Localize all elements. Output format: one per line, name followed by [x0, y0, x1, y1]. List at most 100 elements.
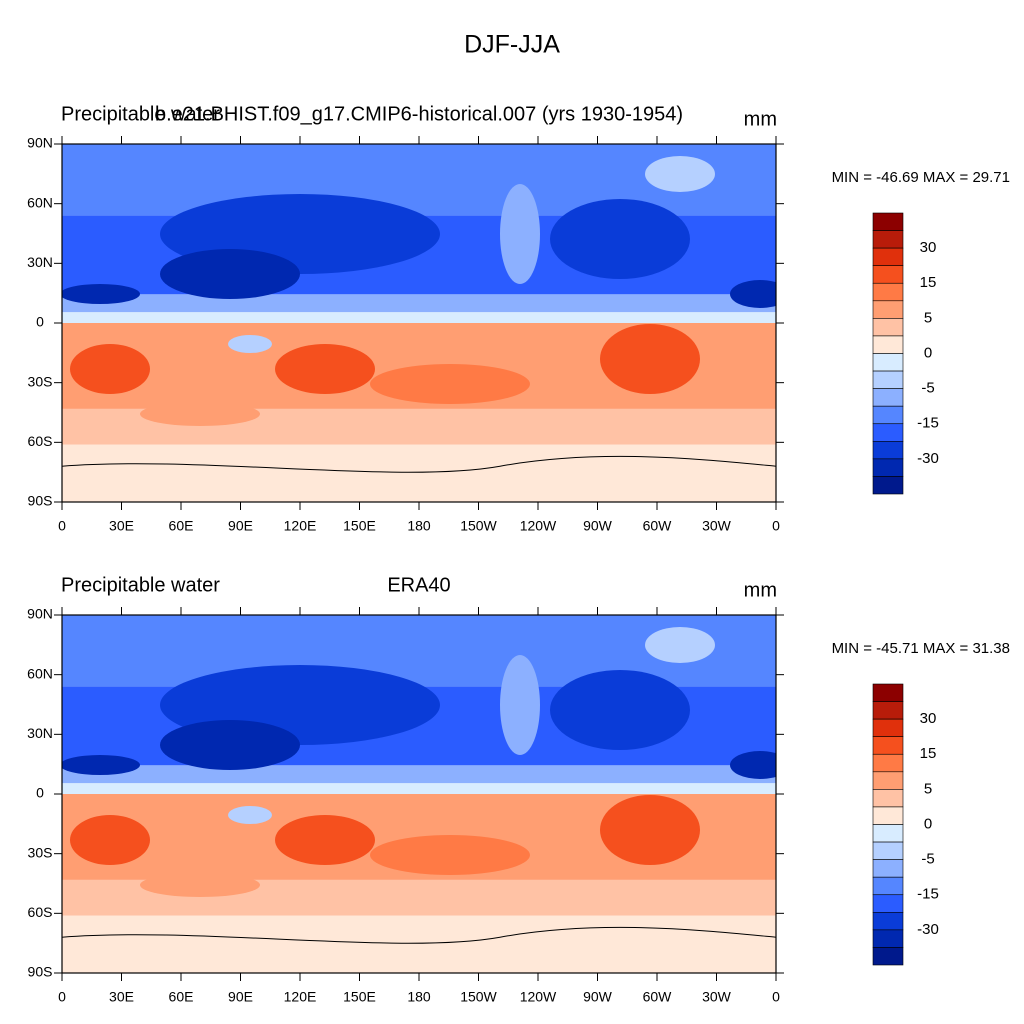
field-blob	[140, 402, 260, 426]
field-blob	[140, 873, 260, 897]
field-blob	[370, 364, 530, 404]
lon-label: 150E	[343, 989, 376, 1005]
lon-label: 90W	[583, 518, 613, 534]
field-blob	[275, 344, 375, 394]
map-field	[62, 615, 776, 973]
colorbar-box	[872, 701, 904, 720]
colorbar-box	[872, 212, 904, 231]
lat-label: 30N	[27, 725, 53, 741]
colorbar-box	[872, 683, 904, 702]
field-blob	[730, 751, 776, 779]
colorbar-label: -30	[917, 450, 939, 467]
field-blob	[62, 755, 140, 775]
colorbar-box	[872, 789, 904, 808]
colorbar-label: 30	[920, 710, 937, 727]
colorbar-label: 15	[920, 274, 937, 291]
lat-label: 0	[36, 314, 44, 330]
colorbar-box	[872, 718, 904, 737]
colorbar-box	[872, 458, 904, 477]
field-blob	[160, 720, 300, 770]
lon-label: 150W	[460, 989, 497, 1005]
coastline	[62, 455, 776, 473]
lon-label: 120W	[520, 518, 557, 534]
lat-label: 60S	[28, 433, 53, 449]
lon-label: 120W	[520, 989, 557, 1005]
lon-label: 180	[407, 518, 431, 534]
band	[62, 765, 776, 784]
lat-label: 30N	[27, 254, 53, 270]
colorbar-box	[872, 753, 904, 773]
lat-label: 60S	[28, 904, 53, 920]
colorbar-box	[872, 405, 904, 425]
field-blob	[500, 655, 540, 755]
colorbar-label: -15	[917, 886, 939, 903]
colorbar-label: 0	[924, 344, 932, 361]
colorbar-box	[872, 824, 904, 843]
lon-label: 120E	[284, 989, 317, 1005]
lon-label: 0	[58, 518, 66, 534]
colorbar-label: -5	[921, 380, 934, 397]
colorbar-box	[872, 476, 904, 495]
colorbar-box	[872, 230, 904, 249]
colorbar-label: 5	[924, 780, 932, 797]
lon-label: 180	[407, 989, 431, 1005]
min-max: MIN = -45.71 MAX = 31.38	[832, 640, 1010, 657]
field-blob	[70, 344, 150, 394]
lon-label: 30W	[702, 518, 732, 534]
lon-label: 30W	[702, 989, 732, 1005]
band	[62, 783, 776, 794]
colorbar-label: 5	[924, 309, 932, 326]
colorbar-box	[872, 771, 904, 790]
lon-label: 0	[772, 518, 780, 534]
colorbar-box	[872, 423, 904, 442]
field-blob	[70, 815, 150, 865]
colorbar-box	[872, 282, 904, 302]
center-title: ERA40	[387, 574, 450, 596]
colorbar-box	[872, 841, 904, 860]
field-blob	[550, 199, 690, 279]
lon-label: 60E	[169, 989, 194, 1005]
figure-title: DJF-JJA	[464, 31, 560, 59]
colorbar-box	[872, 300, 904, 319]
colorbar-label: -30	[917, 921, 939, 938]
colorbar-box	[872, 806, 904, 825]
colorbar-box	[872, 335, 904, 354]
coastline	[62, 926, 776, 944]
lat-label: 90N	[27, 135, 53, 151]
field-blob	[730, 280, 776, 308]
band	[62, 444, 776, 502]
colorbar-label: 30	[920, 239, 937, 256]
colorbar-label: 15	[920, 745, 937, 762]
colorbar-box	[872, 947, 904, 966]
units: mm	[744, 579, 777, 601]
colorbar-box	[872, 736, 904, 755]
lon-label: 60W	[643, 989, 673, 1005]
band	[62, 294, 776, 313]
lon-label: 90E	[228, 518, 253, 534]
lon-label: 60E	[169, 518, 194, 534]
field-blob	[550, 670, 690, 750]
lon-label: 0	[772, 989, 780, 1005]
colorbar-box	[872, 388, 904, 407]
colorbar-box	[872, 370, 904, 389]
field-blob	[645, 156, 715, 192]
lon-label: 60W	[643, 518, 673, 534]
colorbar-box	[872, 247, 904, 266]
field-blob	[275, 815, 375, 865]
center-title: b.e21.BHIST.f09_g17.CMIP6-historical.007…	[155, 103, 683, 125]
map-field	[62, 144, 776, 502]
field-blob	[62, 284, 140, 304]
colorbar-box	[872, 894, 904, 913]
lon-label: 30E	[109, 518, 134, 534]
colorbar-box	[872, 353, 904, 372]
colorbar-label: 0	[924, 815, 932, 832]
field-blob	[500, 184, 540, 284]
band	[62, 915, 776, 973]
lat-label: 30S	[28, 373, 53, 389]
lat-label: 0	[36, 785, 44, 801]
colorbar-box	[872, 265, 904, 284]
colorbar-box	[872, 441, 904, 460]
lat-label: 30S	[28, 844, 53, 860]
units: mm	[744, 108, 777, 130]
